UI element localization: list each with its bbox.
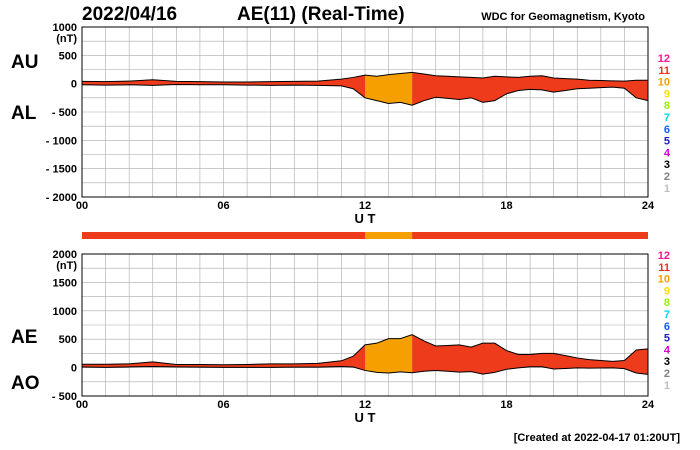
legend-entry: 10 [658,274,670,286]
legend-entry: 11 [658,262,670,274]
y-tick-label: 1500 [53,277,77,289]
page-title-date: 2022/04/16 [82,4,178,25]
legend-entry: 8 [664,297,670,309]
series-label-al: AL [11,103,37,124]
x-tick-label: 18 [500,399,512,411]
legend-entry: 3 [664,356,670,368]
x-axis-label: U T [355,211,376,226]
created-timestamp: [Created at 2022-04-17 01:20UT] [513,432,680,444]
legend-entry: 3 [664,159,670,171]
series-line-upper [81,71,648,83]
x-tick-label: 06 [217,399,229,411]
legend-entry: 5 [664,333,670,345]
series-label-ae: AE [11,327,38,348]
series-area-fill-10 [365,334,413,373]
legend-entry: 4 [664,344,671,356]
y-tick-label: 0 [71,79,77,91]
y-tick-label: - 1500 [46,164,77,176]
legend-entry: 7 [664,309,670,321]
x-tick-label: 06 [217,200,229,212]
x-tick-label: 00 [76,399,88,411]
y-tick-label: 1000 [53,306,77,318]
legend-entry: 9 [664,88,670,100]
legend-entry: 2 [664,368,670,380]
y-tick-label: 500 [59,50,77,62]
legend-entry: 9 [664,285,670,297]
legend-entry: 1 [664,183,670,195]
station-bar-segment-10 [365,232,413,239]
legend-entry: 6 [664,321,670,333]
y-tick-label: 0 [71,363,77,375]
y-tick-label: - 1000 [46,135,77,147]
chart-panel-1 [81,253,649,397]
y-tick-label: 1000 [53,22,77,34]
legend-entry: 1 [664,380,670,392]
chart-panel-0 [81,26,649,198]
station-count-bar [82,232,648,239]
y-tick-label: 2000 [53,249,77,261]
plot-frame [81,26,649,198]
series-line-lower [81,84,649,106]
y-tick-label: - 500 [52,391,77,403]
legend-entry: 2 [664,171,670,183]
page-title: AE(11) (Real-Time) [237,4,405,25]
y-axis-label: (nT) [56,33,77,45]
series-area-fill-10 [365,72,413,106]
legend-entry: 8 [664,100,670,112]
y-axis-label: (nT) [56,260,77,272]
plot-frame [81,253,649,397]
x-axis-label: U T [355,410,376,425]
x-tick-label: 12 [359,200,371,212]
y-tick-label: 500 [59,334,77,346]
legend-entry: 7 [664,112,670,124]
x-tick-label: 00 [76,200,88,212]
x-tick-label: 24 [642,399,655,411]
x-tick-label: 18 [500,200,512,212]
legend-entry: 4 [664,147,671,159]
y-tick-label: - 2000 [46,192,77,204]
series-label-ao: AO [11,373,40,394]
series-line-lower [81,365,649,375]
legend-entry: 12 [658,250,670,262]
legend-entry: 6 [664,124,670,136]
series-line-upper [82,334,649,366]
legend-entry: 10 [658,77,670,89]
x-tick-label: 12 [359,399,371,411]
x-tick-label: 24 [642,200,655,212]
y-tick-label: - 500 [52,107,77,119]
series-label-au: AU [11,52,39,73]
legend-entry: 5 [664,136,670,148]
legend-entry: 11 [658,65,670,77]
source-label: WDC for Geomagnetism, Kyoto [481,11,645,23]
legend-entry: 12 [658,53,670,65]
